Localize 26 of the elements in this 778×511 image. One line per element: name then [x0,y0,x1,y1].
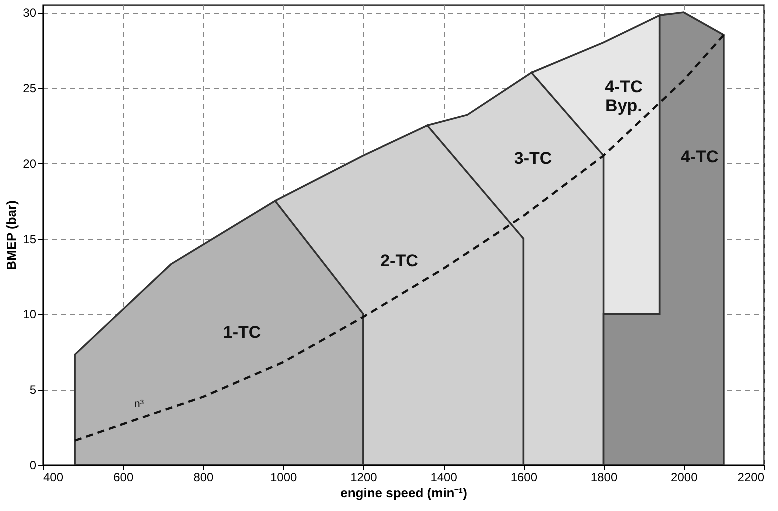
y-tick-label: 20 [23,156,37,171]
x-tick-label: 800 [194,470,214,484]
series-label: 4-TC Byp. [605,77,643,116]
series-label: n³ [134,398,144,411]
x-tick-label: 400 [44,470,64,484]
x-tick-label: 1000 [270,470,298,484]
series-label: 3-TC [514,149,552,168]
x-tick-label: 1600 [510,470,538,484]
y-axis-title: BMEP (bar) [4,200,20,270]
y-tick-label: 0 [30,458,37,472]
y-tick-label: 15 [23,232,37,246]
x-tick-label: 600 [114,470,134,484]
x-tick-label: 1800 [590,470,618,484]
series-label: 1-TC [223,323,262,342]
x-tick-label: 1400 [430,470,458,484]
series-label: 4-TC [681,147,719,166]
x-tick-label: 2000 [671,470,698,484]
y-tick-label: 25 [23,81,37,96]
x-tick-label: 2200 [738,470,765,484]
x-tick-label: 1200 [350,470,378,484]
series-label: 2-TC [380,251,418,270]
y-tick-label: 5 [30,383,37,398]
y-tick-label: 30 [23,6,37,20]
y-tick-label: 10 [23,308,37,322]
line-series [74,34,726,442]
x-axis-title: engine speed (min⁻¹) [340,486,468,500]
